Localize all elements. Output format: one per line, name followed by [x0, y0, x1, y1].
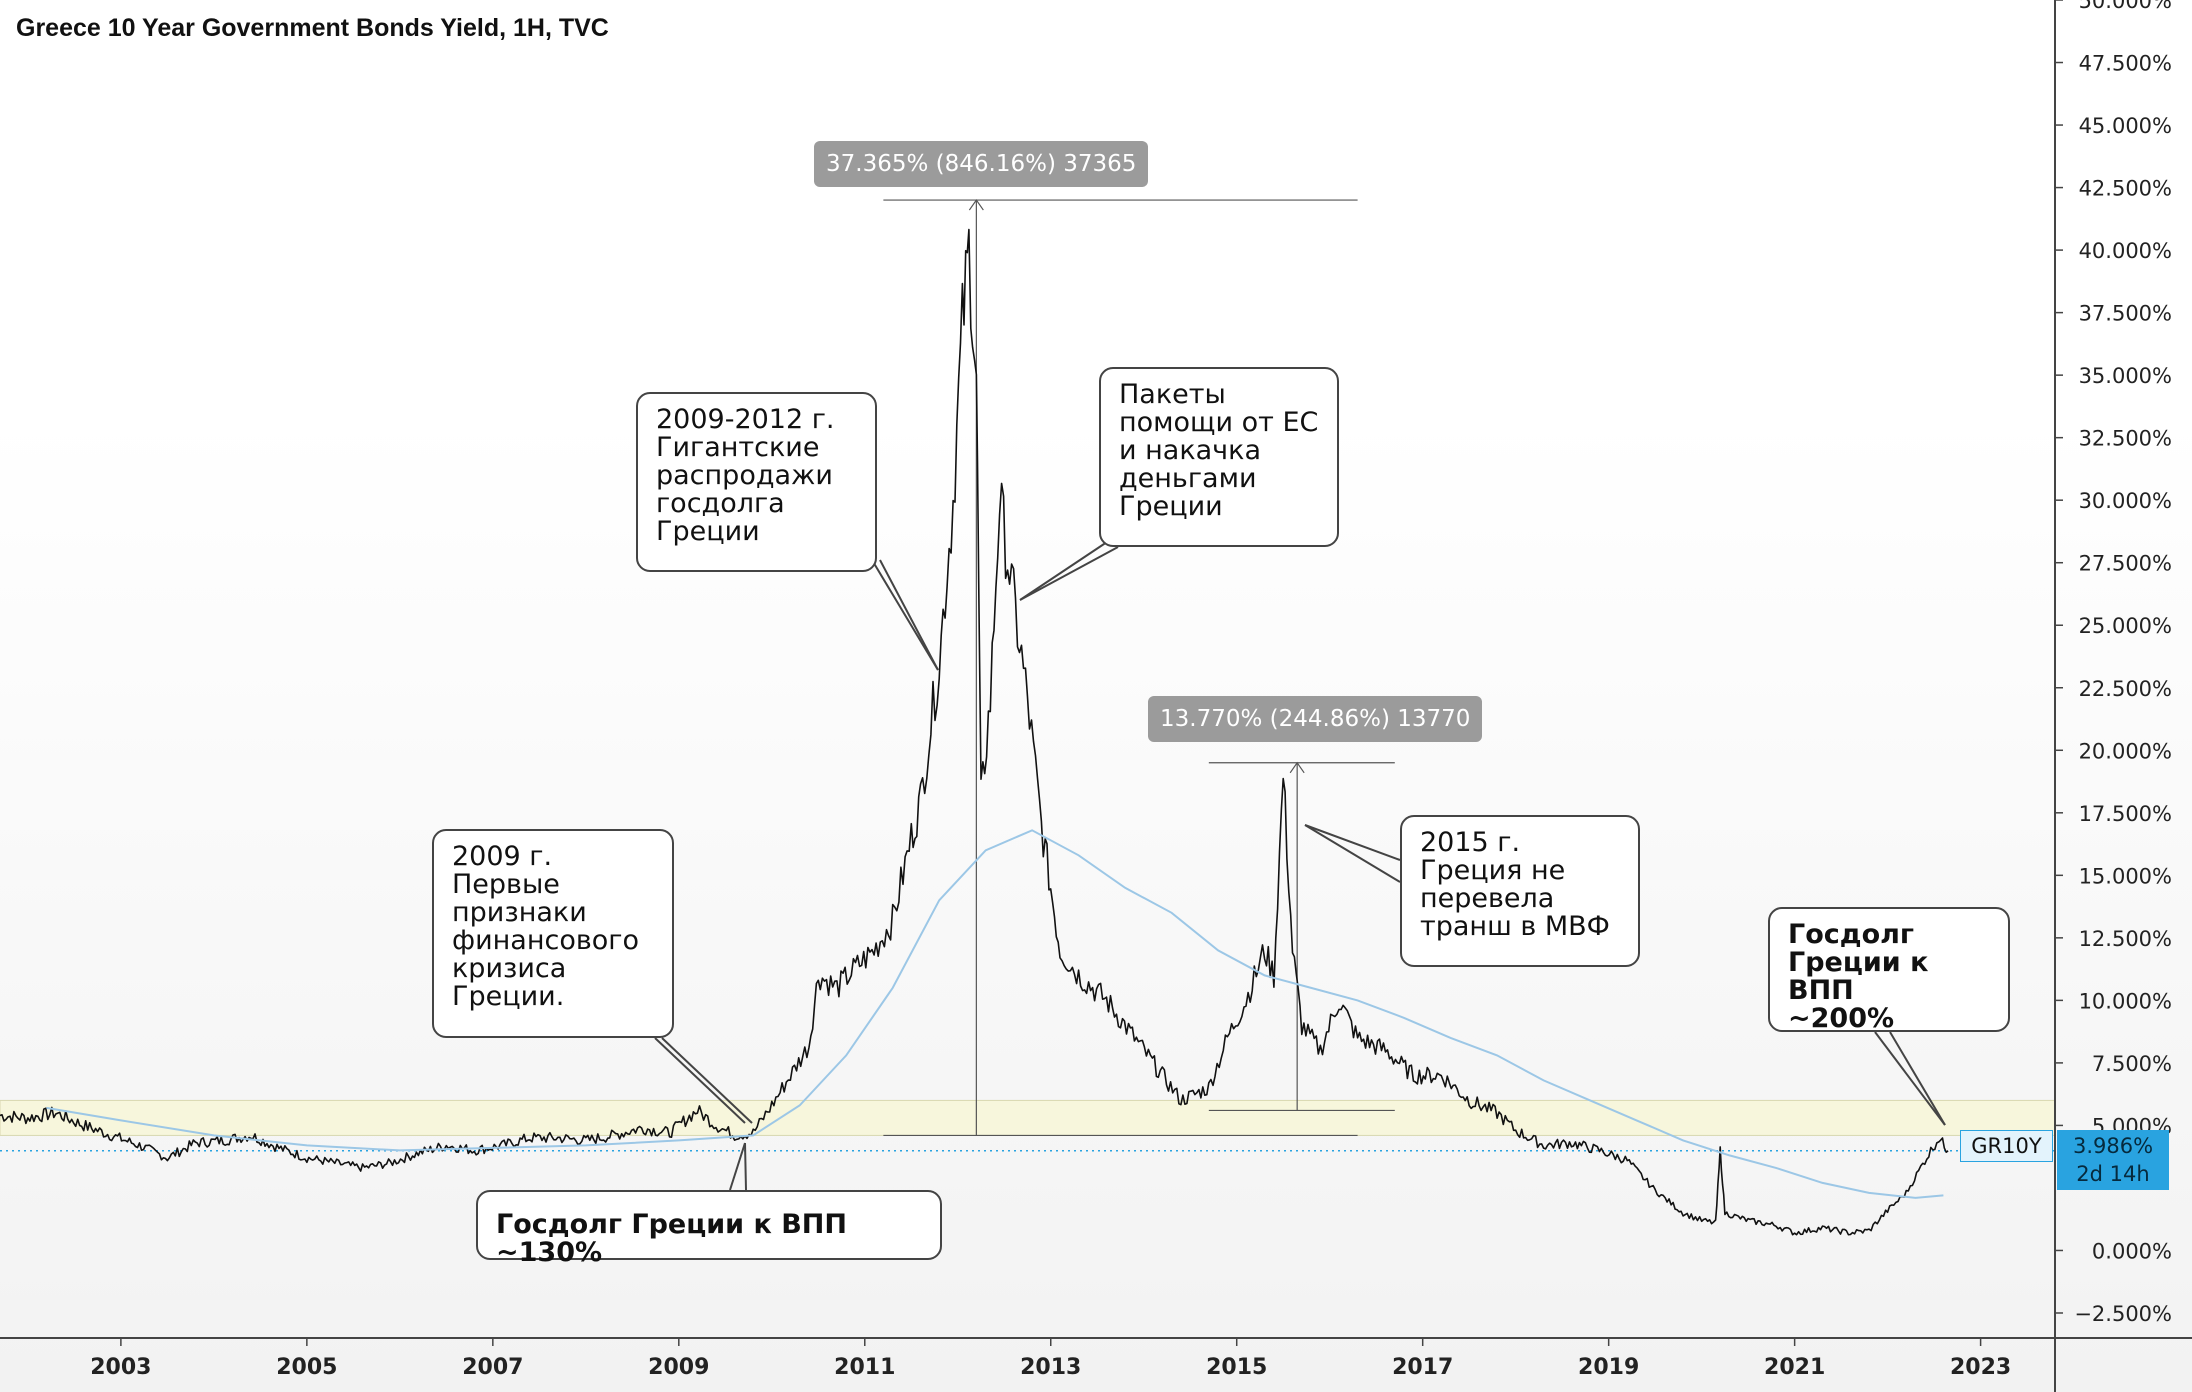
callout-2009-crisis: 2009 г. Первые признаки финансового криз…: [432, 829, 674, 1038]
callout-debt-130-tail-a: [729, 1142, 746, 1191]
y-tick-label-16: 10.000%: [2079, 989, 2172, 1013]
y-tick-label-2: 45.000%: [2079, 114, 2172, 138]
range-band: [0, 1099, 2056, 1136]
y-tick-label-15: 12.500%: [2079, 927, 2172, 951]
y-tick-label-14: 15.000%: [2079, 864, 2172, 888]
y-tick-label-7: 32.500%: [2079, 427, 2172, 451]
x-tick-label-1: 2005: [276, 1355, 337, 1380]
callout-2015-tail-b: [1304, 824, 1401, 883]
x-tick-label-10: 2023: [1950, 1355, 2011, 1380]
callout-2009-2012-tail-a: [871, 559, 939, 671]
y-tick-label-13: 17.500%: [2079, 802, 2172, 826]
y-tick-label-11: 22.500%: [2079, 677, 2172, 701]
x-tick-label-8: 2019: [1578, 1355, 1639, 1380]
y-tick-label-8: 30.000%: [2079, 489, 2172, 513]
last-price-value: 3.986%: [2072, 1134, 2154, 1158]
y-tick-label-19: 0.000%: [2092, 1239, 2172, 1263]
y-tick-label-17: 7.500%: [2092, 1052, 2172, 1076]
measure-arrow-2: [1289, 761, 1305, 774]
measure-label-peak-2015: 13.770% (244.86%) 13770: [1148, 696, 1483, 742]
y-tick-label-12: 20.000%: [2079, 739, 2172, 763]
x-tick-label-5: 2013: [1020, 1355, 1081, 1380]
callout-2009-2012-selloff: 2009-2012 г. Гигантские распродажи госдо…: [636, 392, 877, 572]
y-tick-label-1: 47.500%: [2079, 52, 2172, 76]
countdown: 2d 14h: [2076, 1162, 2150, 1186]
symbol-tag: GR10Y: [1960, 1130, 2053, 1162]
y-tick-label-9: 27.500%: [2079, 552, 2172, 576]
x-tick-label-4: 2011: [834, 1355, 895, 1380]
callout-debt-200-tail-a: [1874, 1031, 1946, 1126]
y-tick-label-20: −2.500%: [2074, 1302, 2172, 1326]
x-tick-label-0: 2003: [90, 1355, 151, 1380]
callout-2009-tail-a: [654, 1037, 746, 1124]
measure-label-peak-2012: 37.365% (846.16%) 37365: [814, 141, 1149, 187]
x-tick-label-7: 2017: [1392, 1355, 1453, 1380]
chart-title: Greece 10 Year Government Bonds Yield, 1…: [16, 14, 609, 42]
callout-2009-tail-b: [661, 1037, 753, 1124]
callout-debt-200-tail-b: [1889, 1031, 1946, 1126]
x-tick-label-3: 2009: [648, 1355, 709, 1380]
callout-debt-130-tail-b: [744, 1142, 747, 1191]
callout-debt-200: Госдолг Греции к ВПП ~200%: [1768, 907, 2010, 1033]
callout-2015-tail-a: [1304, 824, 1401, 861]
y-tick-label-5: 37.500%: [2079, 302, 2172, 326]
callout-2009-2012-tail-b: [879, 559, 939, 671]
y-tick-label-10: 25.000%: [2079, 614, 2172, 638]
y-tick-label-4: 40.000%: [2079, 239, 2172, 263]
x-tick-label-9: 2021: [1764, 1355, 1825, 1380]
last-price-tag: 3.986% 2d 14h: [2057, 1130, 2169, 1190]
callout-debt-130: Госдолг Греции к ВПП ~130%: [476, 1190, 942, 1267]
callout-eu-bailout: Пакеты помощи от ЕС и накачка деньгами Г…: [1099, 367, 1339, 547]
y-tick-label-6: 35.000%: [2079, 364, 2172, 388]
callout-eu-tail-a: [1019, 539, 1111, 601]
y-tick-label-3: 42.500%: [2079, 177, 2172, 201]
x-tick-label-2: 2007: [462, 1355, 523, 1380]
y-tick-label-0: 50.000%: [2079, 0, 2172, 13]
measure-arrow-1: [968, 199, 984, 211]
series-price-line: [0, 228, 1949, 1236]
callout-2015-imf: 2015 г. Греция не перевела транш в МВФ: [1400, 815, 1640, 967]
series-moving-average: [46, 829, 1944, 1199]
x-tick-label-6: 2015: [1206, 1355, 1267, 1380]
callout-eu-tail-b: [1019, 546, 1119, 601]
